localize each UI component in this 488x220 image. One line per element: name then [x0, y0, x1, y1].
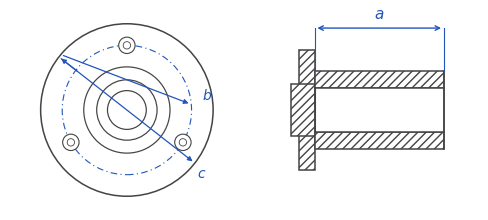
Bar: [315, 132, 444, 149]
Bar: [315, 71, 444, 88]
Bar: [315, 88, 444, 132]
Bar: [300, 50, 315, 170]
Text: a: a: [374, 7, 384, 22]
Circle shape: [119, 37, 135, 53]
Text: b: b: [202, 89, 211, 103]
Circle shape: [62, 134, 79, 150]
Circle shape: [175, 134, 191, 150]
Bar: [291, 84, 315, 136]
Text: c: c: [197, 167, 204, 182]
